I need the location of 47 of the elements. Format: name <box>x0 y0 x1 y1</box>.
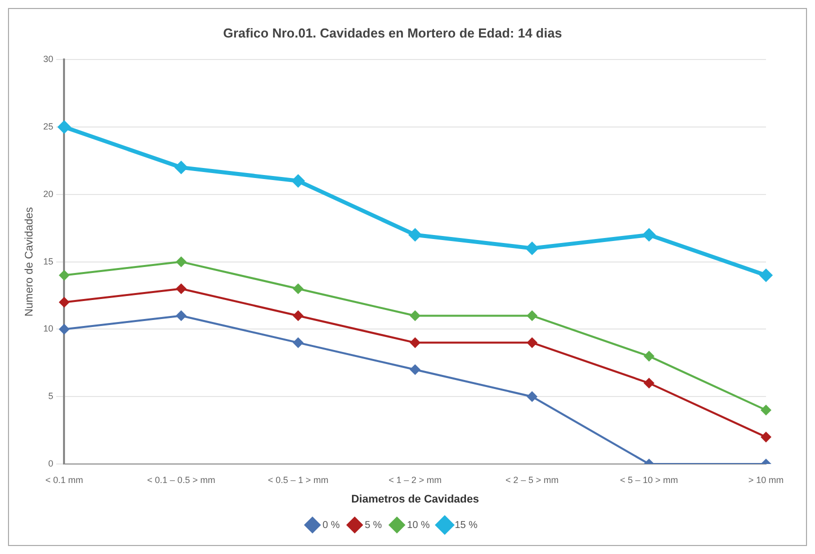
x-tick-label: < 2 – 5 > mm <box>506 474 559 485</box>
x-tick-label: < 1 – 2 > mm <box>388 474 442 485</box>
point <box>293 284 304 294</box>
y-tick-label: 0 <box>48 458 54 468</box>
point <box>293 338 304 348</box>
x-tick-label: < 0.1 mm <box>45 474 84 485</box>
y-axis-title: Numero de Cavidades <box>24 206 36 317</box>
point <box>58 121 70 133</box>
point <box>293 310 304 321</box>
legend-label: 10 % <box>406 520 430 531</box>
point <box>527 310 538 321</box>
point <box>409 228 422 241</box>
point <box>175 161 188 174</box>
point <box>527 392 538 402</box>
point <box>59 270 70 280</box>
point <box>410 364 420 375</box>
y-tick-label: 25 <box>43 121 54 132</box>
x-tick-label: < 0.1 – 0.5 > mm <box>147 474 216 485</box>
point <box>292 174 304 187</box>
point <box>176 310 186 321</box>
point <box>59 324 70 334</box>
x-tick-label: < 0.5 – 1 > mm <box>268 474 328 485</box>
point <box>761 405 771 416</box>
y-tick-label: 20 <box>43 188 54 199</box>
point <box>760 269 772 282</box>
y-tick-label: 30 <box>43 54 54 64</box>
point <box>410 310 420 321</box>
legend-label: 0 % <box>322 520 340 531</box>
point <box>176 256 186 267</box>
x-axis-title: Diametros de Cavidades <box>351 493 479 506</box>
y-tick-label: 15 <box>43 256 54 266</box>
point <box>526 242 538 254</box>
point <box>644 351 654 362</box>
point <box>643 228 656 241</box>
chart-title: Grafico Nro.01. Cavidades en Mortero de Edad: 14 dias <box>223 25 562 40</box>
legend-label: 5 % <box>364 520 382 531</box>
point <box>59 297 70 308</box>
point <box>410 338 420 348</box>
legend-label: 15 % <box>454 520 478 531</box>
point <box>761 432 771 442</box>
x-tick-label: < 5 – 10 > mm <box>620 474 678 485</box>
point <box>644 378 654 388</box>
y-tick-label: 10 <box>43 324 54 334</box>
point <box>527 338 538 348</box>
point <box>176 284 186 294</box>
x-tick-label: > 10 mm <box>748 474 784 485</box>
y-tick-label: 5 <box>48 391 54 402</box>
